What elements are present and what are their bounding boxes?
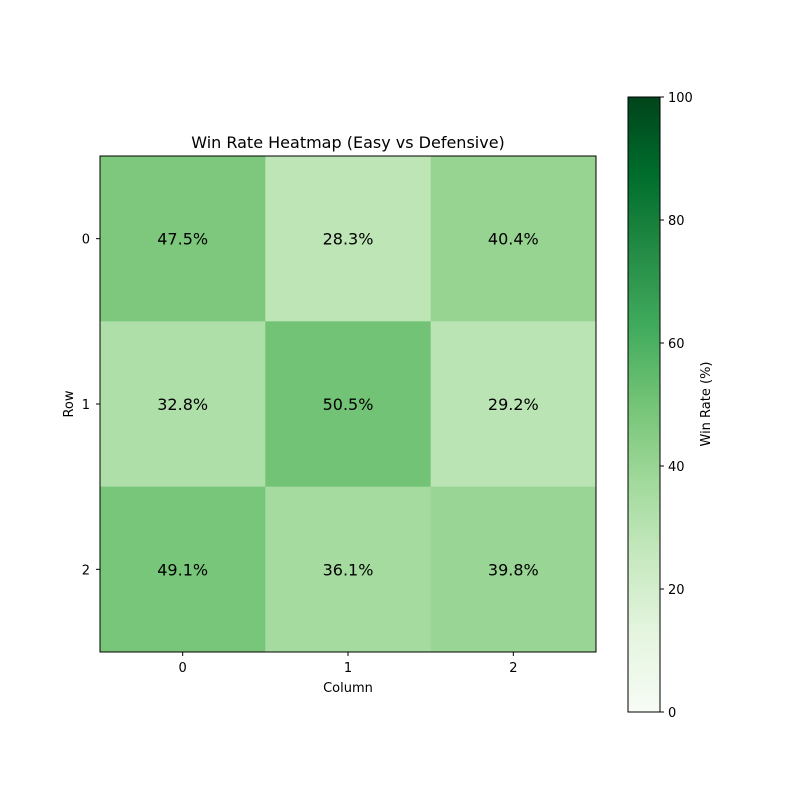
cell-value-label: 50.5% (323, 395, 374, 414)
cell-value-label: 29.2% (488, 395, 539, 414)
chart-title: Win Rate Heatmap (Easy vs Defensive) (191, 133, 505, 152)
cell-value-label: 49.1% (157, 560, 208, 579)
colorbar-tick-label: 60 (668, 337, 685, 352)
heatmap-cell (100, 156, 266, 322)
cell-value-label: 47.5% (157, 230, 208, 249)
heatmap-cells (100, 156, 597, 653)
heatmap-cell (265, 486, 432, 653)
heatmap-cell (100, 486, 266, 653)
y-tick-label: 2 (82, 563, 90, 578)
cell-value-label: 39.8% (488, 560, 539, 579)
cell-value-label: 28.3% (323, 230, 374, 249)
colorbar-ticks: 0 20 40 60 80 100 (660, 91, 693, 721)
colorbar-tick-label: 80 (668, 214, 685, 229)
x-axis-label: Column (323, 681, 373, 696)
cell-value-label: 36.1% (323, 560, 374, 579)
colorbar-label: Win Rate (%) (699, 362, 714, 447)
cell-value-label: 32.8% (157, 395, 208, 414)
heatmap-cell (265, 156, 432, 322)
colorbar (628, 97, 660, 712)
heatmap-cell-labels: 47.5% 28.3% 40.4% 32.8% 50.5% 29.2% 49.1% 36.1%… (157, 230, 538, 580)
x-axis-ticks: 0 1 2 (179, 652, 517, 676)
heatmap-cell (265, 321, 432, 488)
colorbar-tick-label: 0 (668, 706, 676, 721)
colorbar-tick-label: 20 (668, 583, 685, 598)
colorbar-tick-label: 40 (668, 460, 685, 475)
y-axis-ticks: 0 1 2 (82, 233, 100, 578)
heatmap-cell (100, 321, 266, 488)
cell-value-label: 40.4% (488, 230, 539, 249)
heatmap-cell (430, 156, 597, 322)
y-tick-label: 0 (82, 233, 90, 248)
heatmap-cell (430, 486, 597, 653)
x-tick-label: 1 (344, 661, 352, 676)
x-tick-label: 0 (179, 661, 187, 676)
colorbar-tick-label: 100 (668, 91, 693, 106)
heatmap-cell (430, 321, 597, 488)
y-axis-label: Row (62, 390, 77, 417)
y-tick-label: 1 (82, 398, 90, 413)
colorbar-frame (627, 96, 661, 713)
x-tick-label: 2 (509, 661, 517, 676)
